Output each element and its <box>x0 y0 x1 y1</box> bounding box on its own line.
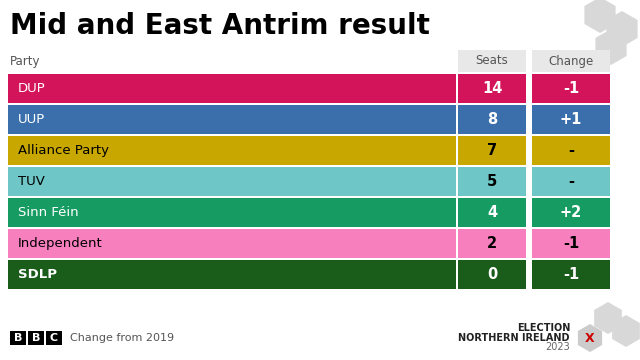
Text: X: X <box>585 332 595 345</box>
Text: Alliance Party: Alliance Party <box>18 144 109 157</box>
FancyBboxPatch shape <box>532 260 610 289</box>
Text: +1: +1 <box>560 112 582 127</box>
Text: Sinn Féin: Sinn Féin <box>18 206 79 219</box>
FancyBboxPatch shape <box>8 198 456 227</box>
Text: -1: -1 <box>563 267 579 282</box>
Text: 7: 7 <box>487 143 497 158</box>
Text: 2023: 2023 <box>545 342 570 352</box>
Text: SDLP: SDLP <box>18 268 57 281</box>
FancyBboxPatch shape <box>458 136 526 165</box>
Text: 8: 8 <box>487 112 497 127</box>
FancyBboxPatch shape <box>46 331 62 345</box>
Polygon shape <box>595 29 627 65</box>
FancyBboxPatch shape <box>532 105 610 134</box>
FancyBboxPatch shape <box>8 167 456 196</box>
Text: UUP: UUP <box>18 113 45 126</box>
Polygon shape <box>578 324 602 352</box>
Text: C: C <box>50 333 58 343</box>
FancyBboxPatch shape <box>458 260 526 289</box>
Text: 14: 14 <box>482 81 502 96</box>
Text: -: - <box>568 174 574 189</box>
Text: B: B <box>32 333 40 343</box>
FancyBboxPatch shape <box>532 198 610 227</box>
Text: Change from 2019: Change from 2019 <box>70 333 174 343</box>
Text: Party: Party <box>10 54 40 68</box>
Polygon shape <box>607 11 637 47</box>
Text: NORTHERN IRELAND: NORTHERN IRELAND <box>458 333 570 343</box>
FancyBboxPatch shape <box>532 167 610 196</box>
Text: 2: 2 <box>487 236 497 251</box>
Text: +2: +2 <box>560 205 582 220</box>
FancyBboxPatch shape <box>532 50 610 72</box>
Polygon shape <box>612 315 640 347</box>
Polygon shape <box>594 302 622 334</box>
FancyBboxPatch shape <box>458 105 526 134</box>
FancyBboxPatch shape <box>532 74 610 103</box>
FancyBboxPatch shape <box>28 331 44 345</box>
Text: -: - <box>568 143 574 158</box>
FancyBboxPatch shape <box>532 229 610 258</box>
FancyBboxPatch shape <box>8 229 456 258</box>
FancyBboxPatch shape <box>8 105 456 134</box>
Text: DUP: DUP <box>18 82 45 95</box>
FancyBboxPatch shape <box>8 136 456 165</box>
Polygon shape <box>584 0 616 33</box>
FancyBboxPatch shape <box>532 136 610 165</box>
FancyBboxPatch shape <box>8 74 456 103</box>
FancyBboxPatch shape <box>10 331 26 345</box>
Text: 4: 4 <box>487 205 497 220</box>
Text: ELECTION: ELECTION <box>516 323 570 333</box>
Text: Independent: Independent <box>18 237 103 250</box>
Text: Change: Change <box>548 54 594 68</box>
FancyBboxPatch shape <box>458 229 526 258</box>
FancyBboxPatch shape <box>458 198 526 227</box>
Text: Mid and East Antrim result: Mid and East Antrim result <box>10 12 430 40</box>
Text: -1: -1 <box>563 236 579 251</box>
FancyBboxPatch shape <box>8 260 456 289</box>
Text: 0: 0 <box>487 267 497 282</box>
Text: -1: -1 <box>563 81 579 96</box>
FancyBboxPatch shape <box>458 74 526 103</box>
FancyBboxPatch shape <box>458 167 526 196</box>
Text: Seats: Seats <box>476 54 508 68</box>
Text: 5: 5 <box>487 174 497 189</box>
Text: B: B <box>14 333 22 343</box>
FancyBboxPatch shape <box>458 50 526 72</box>
Text: TUV: TUV <box>18 175 45 188</box>
